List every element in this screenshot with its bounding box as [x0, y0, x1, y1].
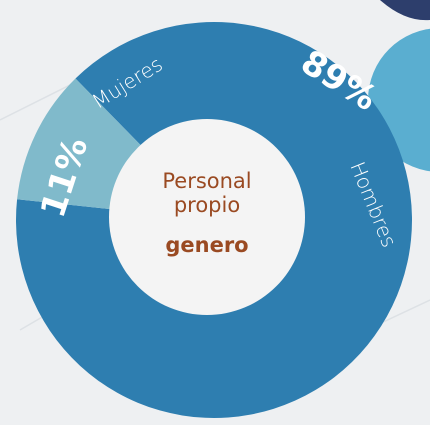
donut-hole: [109, 119, 305, 315]
center-subtitle: genero: [165, 233, 248, 257]
donut-segment: [16, 21, 413, 418]
center-title: Personal propio: [162, 169, 251, 217]
